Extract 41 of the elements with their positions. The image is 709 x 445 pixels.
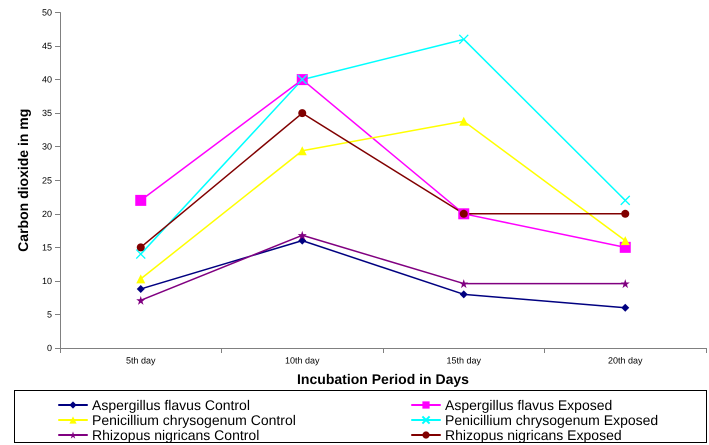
point xyxy=(136,274,146,284)
y-tick-label: 45 xyxy=(42,41,52,52)
legend-label: Rhizopus nigricans Control xyxy=(92,427,260,443)
x-axis-title: Incubation Period in Days xyxy=(297,371,470,387)
y-tick-label: 25 xyxy=(42,175,52,186)
x-tick-label: 15th day xyxy=(446,356,482,366)
point xyxy=(620,236,630,246)
point xyxy=(620,195,630,206)
point xyxy=(621,210,630,218)
y-tick-label: 20 xyxy=(42,208,52,219)
point xyxy=(135,194,146,206)
y-tick-label: 10 xyxy=(42,276,52,286)
point xyxy=(458,34,469,44)
y-tick-label: 40 xyxy=(42,74,52,85)
point xyxy=(136,296,146,305)
x-tick-label: 10th day xyxy=(284,356,320,366)
y-tick-label: 15 xyxy=(42,242,52,252)
legend-label: Aspergillus flavus Control xyxy=(92,397,250,413)
point xyxy=(298,146,307,156)
x-tick-label: 20th day xyxy=(608,356,644,366)
point xyxy=(136,284,145,293)
point xyxy=(620,279,630,288)
y-tick-label: 30 xyxy=(42,142,52,152)
point xyxy=(136,243,145,252)
point xyxy=(298,109,306,118)
legend-label: Penicillium chrysogenum Exposed xyxy=(445,412,658,428)
legend-label: Penicillium chrysogenum Control xyxy=(92,412,296,428)
legend-label: Aspergillus flavus Exposed xyxy=(445,397,612,413)
point xyxy=(621,304,630,312)
point xyxy=(459,116,468,126)
point xyxy=(460,290,468,298)
y-tick-label: 0 xyxy=(46,343,52,353)
y-tick-label: 5 xyxy=(46,309,52,320)
y-tick-label: 50 xyxy=(42,8,52,18)
y-tick-label: 35 xyxy=(42,108,52,118)
x-tick-label: 5th day xyxy=(126,356,156,366)
legend-label: Rhizopus nigricans Exposed xyxy=(445,427,622,443)
point xyxy=(136,248,146,260)
point xyxy=(298,230,307,240)
point xyxy=(459,279,468,288)
y-axis-title: Carbon dioxide in mg xyxy=(15,108,31,252)
